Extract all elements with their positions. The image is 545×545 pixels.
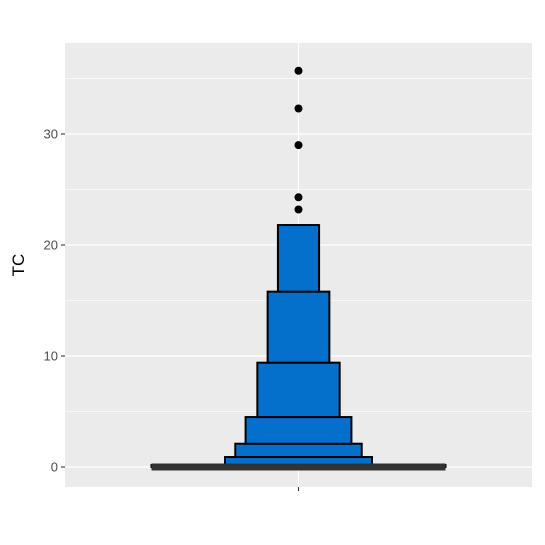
outlier-points: [294, 66, 303, 214]
y-tick-label: 20: [44, 238, 58, 253]
outlier-point: [294, 141, 303, 150]
y-axis: 0 10 20 30: [44, 127, 65, 475]
y-tick-label: 10: [44, 349, 58, 364]
letter-value-box: [256, 361, 341, 419]
outlier-point: [294, 193, 303, 202]
outlier-point: [294, 104, 303, 113]
outlier-point: [294, 66, 303, 75]
y-tick-label: 30: [44, 127, 58, 142]
letter-value-box: [276, 224, 321, 293]
outlier-point: [294, 205, 303, 214]
y-tick-label: 0: [51, 460, 58, 475]
y-axis-title: TC: [9, 254, 28, 277]
letter-value-box: [244, 416, 353, 445]
letter-value-box: [234, 442, 363, 459]
letter-value-box: [266, 290, 331, 364]
